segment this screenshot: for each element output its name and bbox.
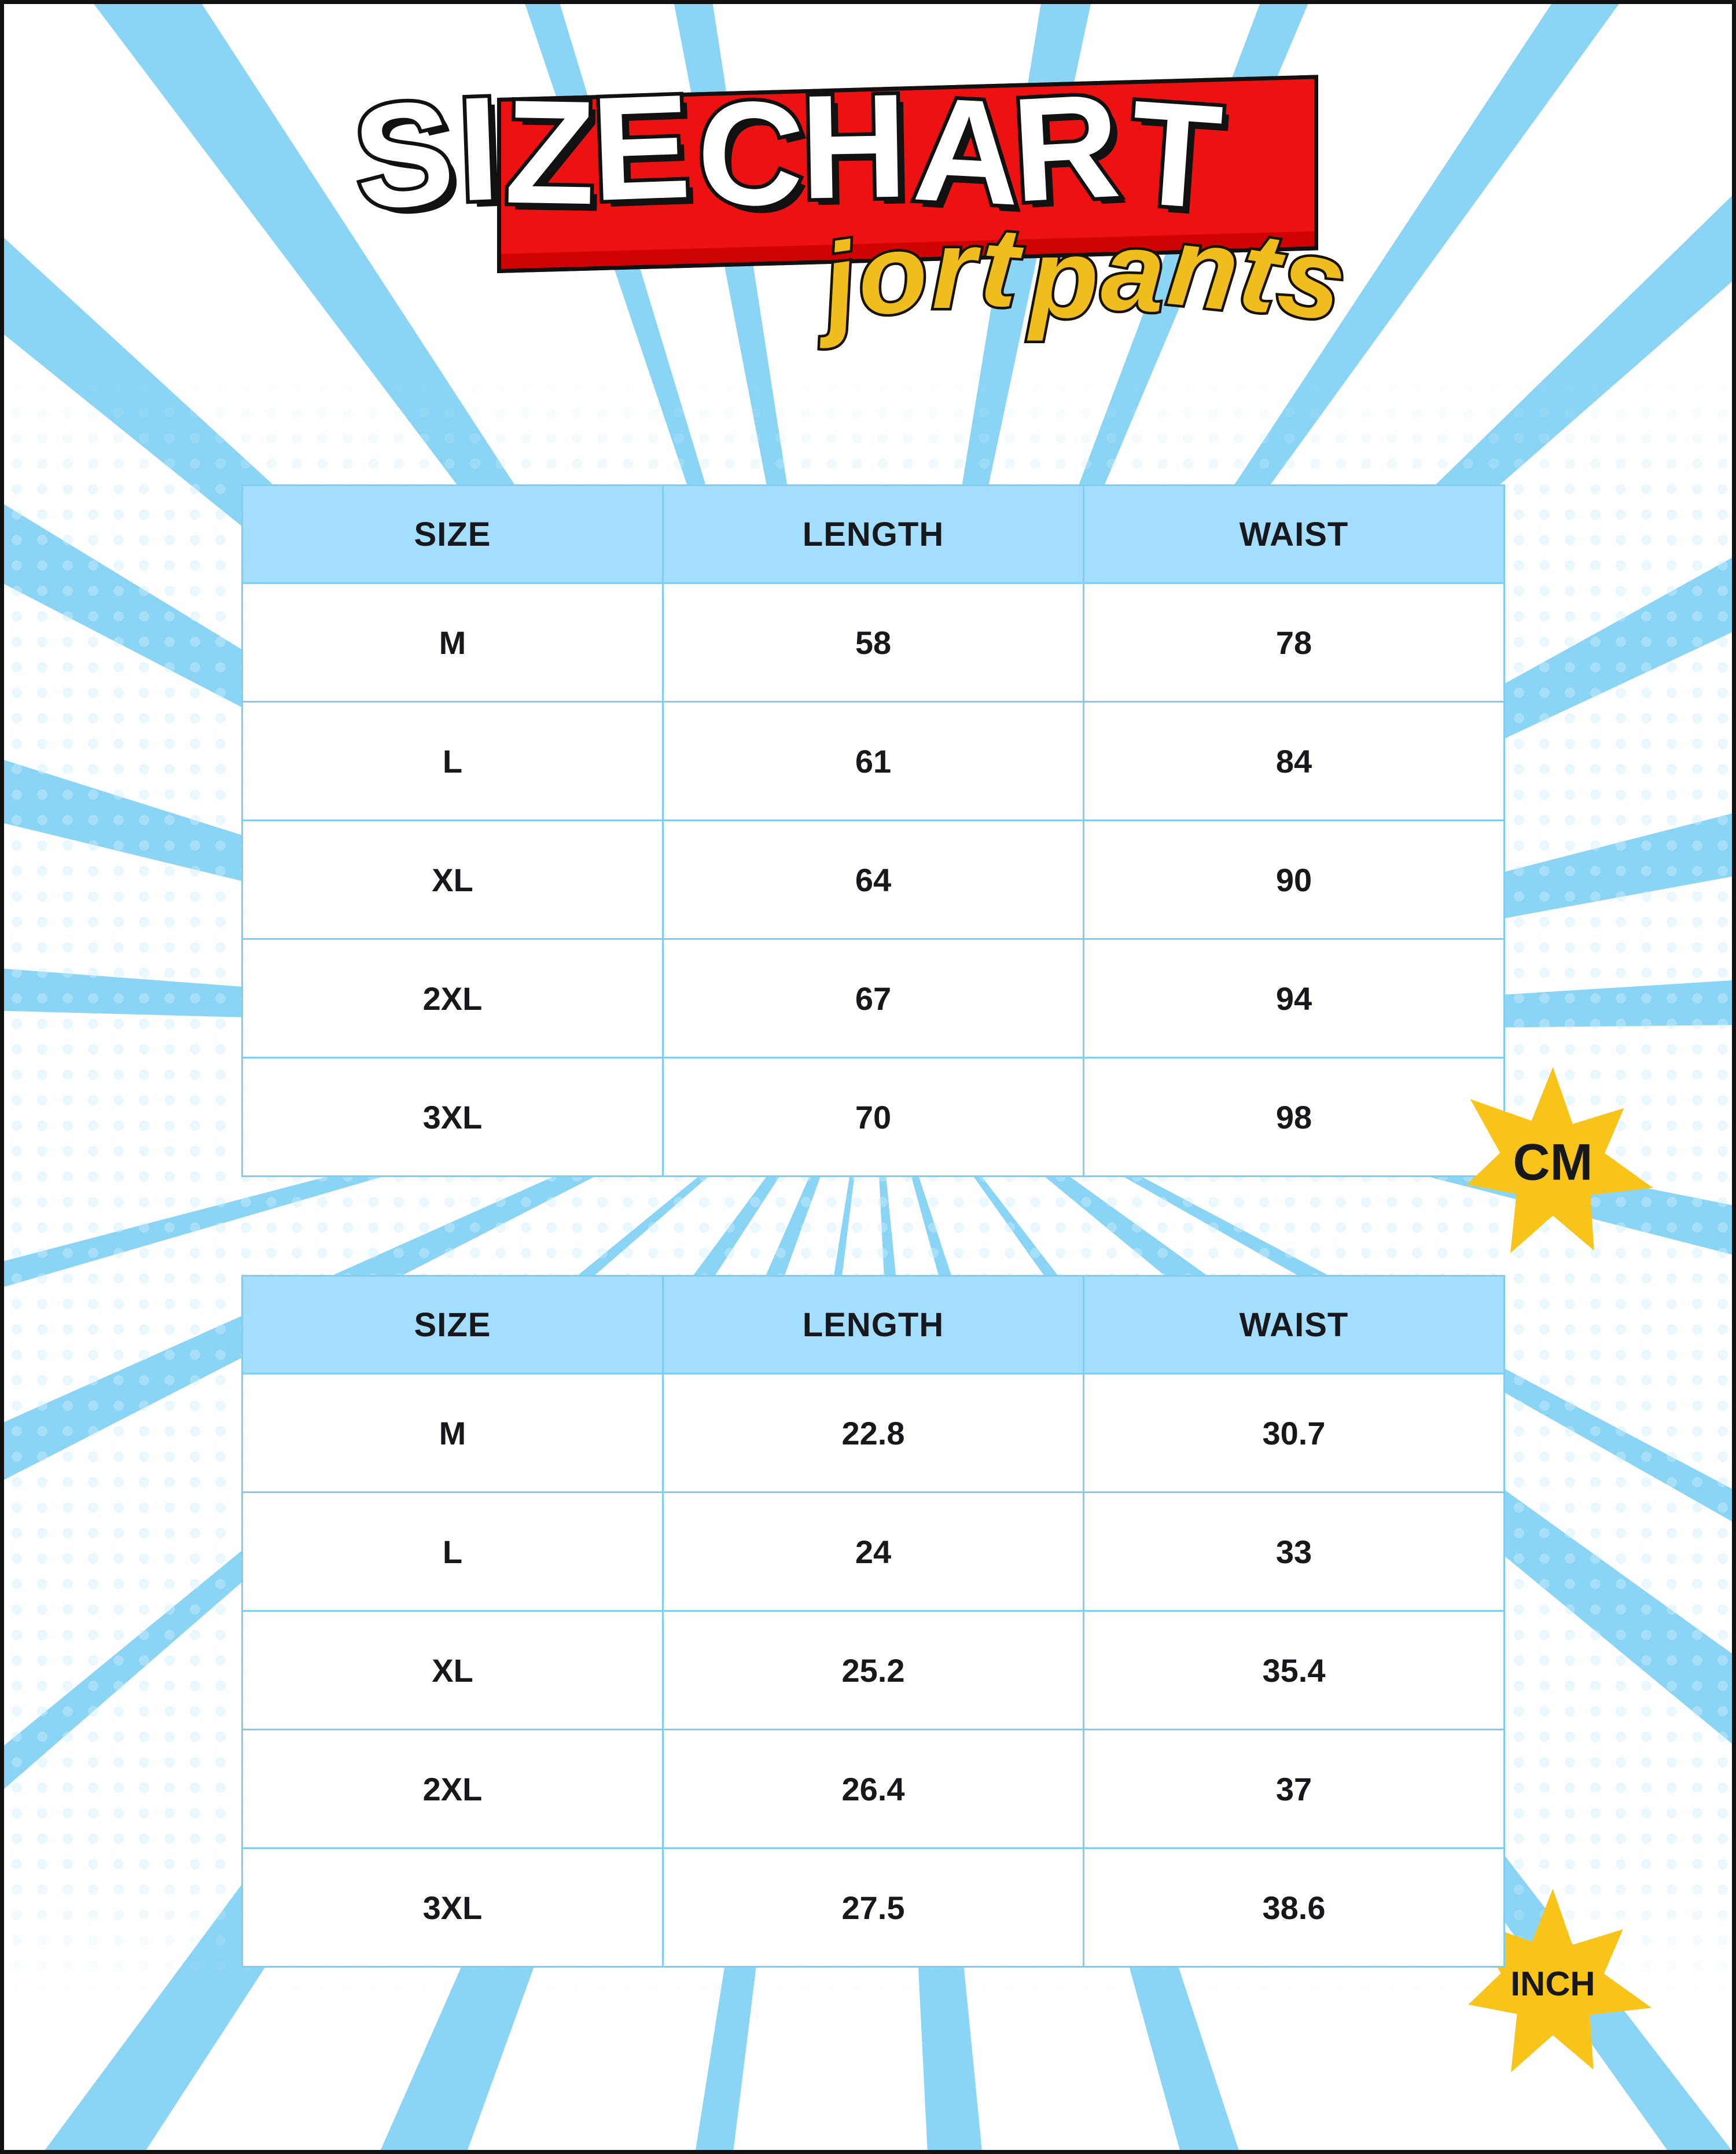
svg-text:CM: CM (1513, 1134, 1593, 1191)
svg-text:INCH: INCH (1510, 1964, 1595, 2003)
